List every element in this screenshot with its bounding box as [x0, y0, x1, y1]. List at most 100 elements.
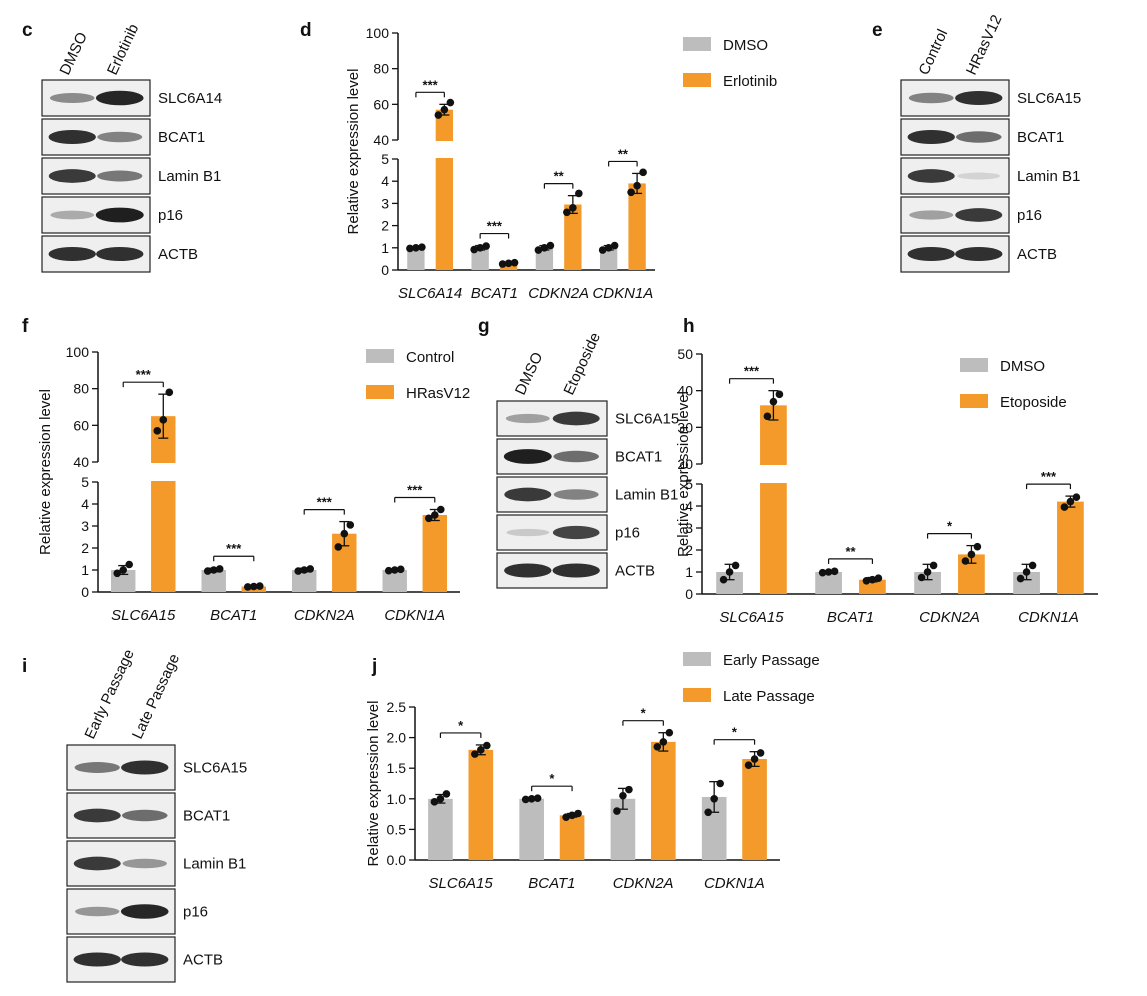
data-point: [300, 566, 309, 574]
data-point: [540, 244, 549, 252]
category-label: SLC6A15: [429, 875, 494, 892]
legend-swatch: [683, 37, 711, 51]
legend-swatch: [960, 394, 988, 408]
blot-band: [504, 563, 552, 578]
significance-label: ***: [407, 483, 423, 498]
significance-label: ***: [136, 367, 152, 382]
data-point: [418, 243, 426, 251]
category-label: CDKN1A: [592, 285, 653, 302]
category-label: CDKN2A: [613, 875, 674, 892]
bar: [628, 183, 646, 270]
axis-break-gap: [759, 465, 788, 483]
blot-band: [955, 208, 1003, 222]
data-point: [527, 795, 536, 803]
protein-label: ACTB: [183, 952, 223, 969]
y-tick-label: 80: [373, 61, 389, 77]
blot-band: [553, 450, 599, 463]
blot-band: [504, 487, 552, 502]
data-point: [1016, 574, 1025, 583]
significance-label: ***: [1041, 469, 1057, 484]
data-point: [521, 795, 530, 804]
y-tick-label: 1: [81, 562, 89, 578]
lane-label: DMSO: [512, 350, 546, 398]
data-point: [619, 791, 627, 800]
data-point: [575, 189, 583, 198]
y-tick-label: 0.5: [387, 821, 407, 837]
blot-band: [552, 525, 600, 540]
blot-panel-e: e Control HRasV12 SLC6A15 BCAT1 Lamin B1 p16 AC…: [872, 12, 1081, 273]
significance-label: ***: [744, 364, 760, 379]
y-tick-label: 40: [373, 132, 389, 148]
bar: [559, 815, 585, 860]
data-point: [546, 241, 555, 250]
y-tick-label: 2: [685, 542, 693, 558]
data-point: [442, 790, 451, 798]
legend-label: Control: [406, 349, 454, 366]
y-axis-label: Relative expression level: [37, 389, 54, 555]
blot-panel-c: c DMSO Erlotinib SLC6A14 BCAT1 Lamin B1 p16 ACT…: [22, 20, 222, 273]
significance-label: *: [732, 725, 738, 740]
data-point: [446, 98, 455, 107]
lane-label: Control: [915, 27, 951, 78]
data-point: [534, 246, 543, 254]
data-point: [725, 568, 734, 576]
data-point: [340, 529, 349, 538]
data-point: [346, 521, 355, 529]
blot-band: [121, 809, 168, 822]
data-point: [604, 244, 613, 252]
protein-label: Lamin B1: [183, 856, 246, 873]
data-point: [476, 244, 484, 252]
legend-swatch: [960, 358, 988, 372]
data-point: [973, 542, 982, 551]
panel-letter: d: [300, 20, 312, 41]
data-point: [613, 807, 621, 815]
data-point: [659, 738, 668, 746]
data-point: [769, 397, 778, 406]
data-point: [113, 569, 122, 578]
y-tick-label: 100: [366, 25, 390, 41]
y-tick-label: 3: [81, 518, 89, 534]
panel-letter: f: [22, 316, 29, 337]
y-tick-label: 5: [381, 151, 389, 167]
bar: [519, 798, 544, 860]
data-point: [430, 511, 439, 519]
data-point: [436, 795, 445, 803]
y-tick-label: 1: [685, 564, 693, 580]
data-point: [471, 750, 479, 758]
legend-swatch: [683, 73, 711, 87]
data-point: [961, 557, 970, 565]
blot-band: [503, 449, 552, 464]
protein-label: SLC6A15: [615, 411, 679, 428]
data-point: [744, 761, 753, 769]
data-point: [434, 111, 443, 119]
legend-label: Erlotinib: [723, 73, 777, 90]
panel-letter: j: [371, 656, 377, 677]
y-tick-label: 0: [81, 584, 89, 600]
y-tick-label: 1.0: [387, 791, 407, 807]
blot-band: [907, 129, 955, 145]
category-label: BCAT1: [471, 285, 518, 302]
blot-band: [907, 246, 955, 262]
panel-letter: i: [22, 656, 27, 677]
data-point: [562, 813, 570, 821]
category-label: SLC6A14: [398, 285, 462, 302]
y-tick-label: 4: [381, 173, 389, 189]
protein-label: BCAT1: [615, 449, 662, 466]
y-tick-label: 5: [685, 476, 693, 492]
data-point: [390, 566, 399, 574]
protein-label: p16: [183, 904, 208, 921]
data-point: [470, 245, 478, 254]
data-point: [209, 566, 218, 574]
blot-panel-g: g DMSO Etoposide SLC6A15 BCAT1 Lamin B1 p16 ACT…: [478, 316, 679, 589]
bar: [651, 741, 676, 860]
blot-band: [75, 906, 120, 917]
significance-label: *: [549, 771, 555, 786]
legend-swatch: [366, 385, 394, 399]
category-label: SLC6A15: [719, 609, 784, 626]
data-point: [306, 565, 315, 573]
significance-label: **: [845, 544, 856, 559]
category-label: BCAT1: [210, 607, 257, 624]
blot-band: [48, 129, 96, 145]
bar: [1057, 501, 1084, 594]
